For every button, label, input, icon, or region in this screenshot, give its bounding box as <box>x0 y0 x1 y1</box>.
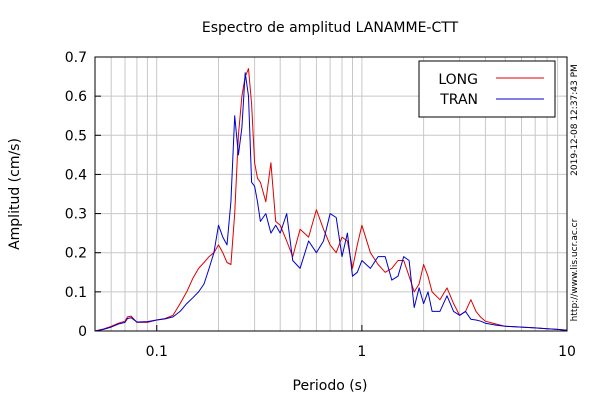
legend-label-long: LONG <box>438 72 478 88</box>
x-tick-label: 10 <box>558 344 576 360</box>
y-tick-label: 0.1 <box>65 285 87 301</box>
x-tick-label: 0.1 <box>146 344 168 360</box>
y-tick-label: 0.5 <box>65 128 87 144</box>
x-tick-label: 1 <box>357 344 366 360</box>
plot-frame <box>94 56 568 332</box>
y-tick-label: 0.2 <box>65 246 87 262</box>
x-axis-label: Periodo (s) <box>293 378 368 394</box>
y-tick-label: 0 <box>78 324 87 340</box>
y-tick-label: 0.6 <box>65 89 87 105</box>
axis-ticks: 0 0.1 0.2 0.3 0.4 0.5 0.6 0.7 0.1 1 10 <box>65 50 576 360</box>
series-line-long <box>94 68 568 332</box>
legend-box <box>418 60 556 118</box>
series-layer <box>94 68 568 332</box>
y-tick-label: 0.3 <box>65 207 87 223</box>
y-tick-label: 0.7 <box>65 50 87 66</box>
legend-label-tran: TRAN <box>439 92 478 108</box>
source-url-annotation: http://www.lis.ucr.ac.cr <box>570 218 580 321</box>
series-line-tran <box>94 72 568 332</box>
y-tick-label: 0.4 <box>65 167 87 183</box>
legend: LONG TRAN <box>418 60 556 118</box>
chart-title: Espectro de amplitud LANAMME-CTT <box>202 20 459 36</box>
y-axis-label: Amplitud (cm/s) <box>7 138 23 250</box>
timestamp-annotation: 2019-12-08 12:37:43 PM <box>570 64 580 176</box>
